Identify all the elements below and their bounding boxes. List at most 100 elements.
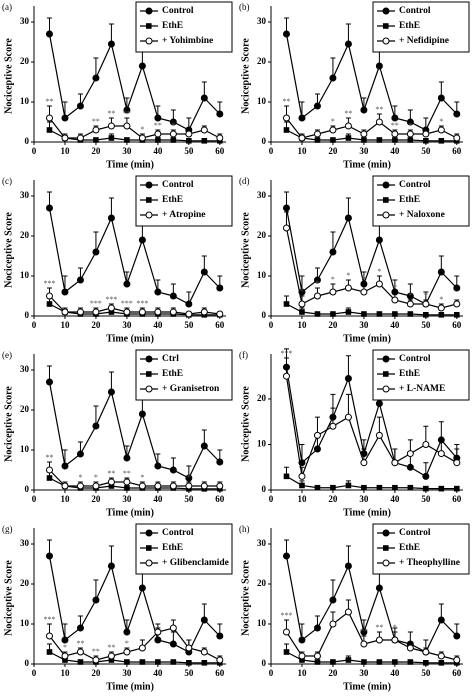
- x-tick-label: 30: [122, 494, 132, 504]
- y-tick-label: 0: [262, 484, 267, 494]
- y-tick-label: 30: [20, 16, 30, 26]
- panel-label: (a): [2, 2, 12, 12]
- marker: [406, 130, 414, 138]
- marker: [46, 475, 53, 481]
- significance: *: [393, 283, 397, 292]
- y-tick-label: 10: [257, 96, 267, 106]
- marker: [169, 482, 177, 490]
- significance: *: [408, 121, 412, 130]
- legend-label: + Glibenclamide: [162, 558, 229, 568]
- x-tick-label: 40: [153, 146, 163, 156]
- marker: [375, 400, 383, 408]
- marker: [200, 126, 208, 134]
- marker: [92, 248, 100, 256]
- marker: [437, 126, 445, 134]
- y-tick-label: 20: [20, 404, 30, 414]
- marker: [107, 40, 115, 48]
- y-tick-label: 30: [257, 16, 267, 26]
- significance: ***: [90, 299, 102, 308]
- marker: [283, 473, 290, 480]
- marker: [453, 632, 461, 640]
- marker: [123, 628, 131, 636]
- significance: ***: [121, 299, 133, 308]
- marker: [392, 311, 398, 317]
- marker: [438, 138, 445, 144]
- marker: [282, 628, 290, 636]
- marker: [45, 378, 53, 386]
- marker: [313, 130, 321, 138]
- panel-label: (e): [2, 350, 12, 360]
- marker: [185, 310, 193, 318]
- marker: [329, 620, 337, 628]
- x-tick-label: 0: [269, 146, 274, 156]
- significance: *: [377, 267, 381, 276]
- marker: [313, 445, 321, 453]
- x-tick-label: 30: [359, 320, 369, 330]
- y-axis-label: Nociceptive Score: [3, 38, 14, 114]
- y-tick-label: 0: [262, 310, 267, 320]
- legend-box: [135, 523, 233, 575]
- marker: [200, 442, 208, 450]
- marker: [200, 648, 208, 656]
- legend-marker: [145, 529, 153, 537]
- marker: [313, 431, 321, 439]
- marker: [154, 130, 162, 138]
- marker: [138, 308, 146, 316]
- marker: [154, 462, 162, 470]
- legend-label: Control: [399, 528, 431, 538]
- marker: [200, 268, 208, 276]
- x-tick-label: 50: [421, 494, 431, 504]
- marker: [185, 474, 193, 482]
- x-axis-label: Time (min): [343, 507, 391, 518]
- x-axis-label: Time (min): [106, 333, 154, 344]
- marker: [454, 312, 460, 318]
- marker: [453, 300, 461, 308]
- significance: **: [76, 639, 84, 648]
- marker: [453, 110, 461, 118]
- y-tick-label: 30: [257, 538, 267, 548]
- marker: [216, 482, 224, 490]
- marker: [45, 466, 53, 474]
- marker: [108, 309, 115, 315]
- x-tick-label: 20: [91, 494, 101, 504]
- marker: [344, 413, 352, 421]
- x-tick-label: 60: [215, 146, 225, 156]
- x-tick-label: 60: [452, 320, 462, 330]
- series-line: [286, 117, 458, 139]
- marker: [282, 114, 290, 122]
- marker: [200, 308, 208, 316]
- marker: [407, 659, 414, 665]
- marker: [406, 450, 414, 458]
- x-tick-label: 40: [153, 494, 163, 504]
- x-tick-label: 50: [421, 668, 431, 678]
- x-tick-label: 30: [359, 494, 369, 504]
- marker: [45, 30, 53, 38]
- marker: [392, 484, 398, 491]
- significance: **: [123, 109, 131, 118]
- significance: ***: [43, 279, 55, 288]
- significance: *: [140, 125, 144, 134]
- marker: [138, 410, 146, 418]
- marker: [92, 656, 100, 664]
- significance: ***: [105, 295, 117, 304]
- marker: [360, 628, 368, 636]
- marker: [376, 137, 383, 143]
- marker: [46, 649, 53, 655]
- series-line: [49, 117, 221, 139]
- marker: [76, 482, 84, 490]
- marker: [391, 114, 399, 122]
- marker: [376, 484, 383, 491]
- marker: [216, 110, 224, 118]
- marker: [107, 304, 115, 312]
- y-axis-label: Nociceptive Score: [3, 560, 14, 636]
- marker: [423, 312, 429, 318]
- marker: [437, 268, 445, 276]
- marker: [108, 657, 115, 663]
- marker: [422, 300, 430, 308]
- x-tick-label: 30: [359, 146, 369, 156]
- marker: [107, 478, 115, 486]
- y-tick-label: 20: [257, 230, 267, 240]
- marker: [437, 94, 445, 102]
- marker: [391, 459, 399, 467]
- marker: [407, 137, 414, 143]
